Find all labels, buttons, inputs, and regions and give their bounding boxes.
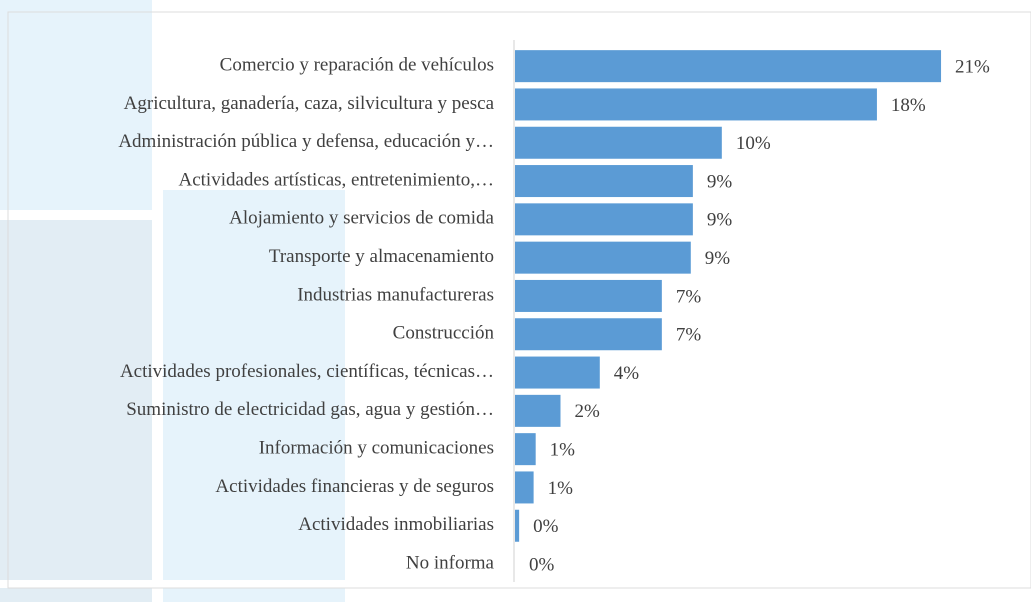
bar [515, 471, 534, 504]
category-label: Actividades profesionales, científicas, … [120, 361, 494, 382]
data-label: 9% [707, 171, 733, 192]
category-label: Agricultura, ganadería, caza, silvicultu… [124, 93, 495, 114]
data-label: 10% [736, 133, 771, 154]
bar [515, 88, 877, 121]
category-label: Comercio y reparación de vehículos [220, 55, 494, 76]
background-panel [0, 220, 152, 580]
data-label: 21% [955, 57, 990, 78]
background-panel [0, 588, 152, 602]
category-label: Alojamiento y servicios de comida [229, 208, 494, 229]
background-panel [0, 0, 152, 210]
bar [515, 126, 722, 159]
bar [515, 241, 691, 274]
data-label: 4% [614, 363, 640, 384]
data-label: 7% [676, 325, 702, 346]
bar [515, 203, 693, 236]
category-label: Actividades artísticas, entretenimiento,… [178, 169, 494, 190]
category-label: Industrias manufactureras [297, 284, 494, 305]
bar [515, 433, 536, 466]
category-label: Información y comunicaciones [259, 438, 494, 459]
category-label: Actividades inmobiliarias [298, 514, 494, 535]
data-label: 9% [707, 210, 733, 231]
data-label: 9% [705, 248, 731, 269]
category-label: Administración pública y defensa, educac… [118, 131, 494, 152]
background-panel [163, 190, 345, 580]
category-label: Actividades financieras y de seguros [215, 476, 494, 497]
chart-border [7, 11, 1031, 589]
category-label: Suministro de electricidad gas, agua y g… [126, 399, 494, 420]
bar [515, 356, 600, 389]
data-label: 1% [548, 478, 574, 499]
bar [515, 279, 662, 312]
data-label: 7% [676, 286, 702, 307]
data-label: 0% [529, 554, 555, 575]
background-panel [163, 588, 345, 602]
bar [515, 165, 693, 198]
category-label: Transporte y almacenamiento [269, 246, 494, 267]
data-label: 18% [891, 95, 926, 116]
data-label: 2% [575, 401, 601, 422]
category-label: Construcción [393, 323, 495, 344]
category-label: No informa [406, 552, 495, 573]
data-label: 1% [550, 440, 576, 461]
bar [515, 318, 662, 351]
bar [515, 509, 520, 542]
bar [515, 394, 561, 427]
data-label: 0% [533, 516, 559, 537]
bar [515, 50, 942, 83]
